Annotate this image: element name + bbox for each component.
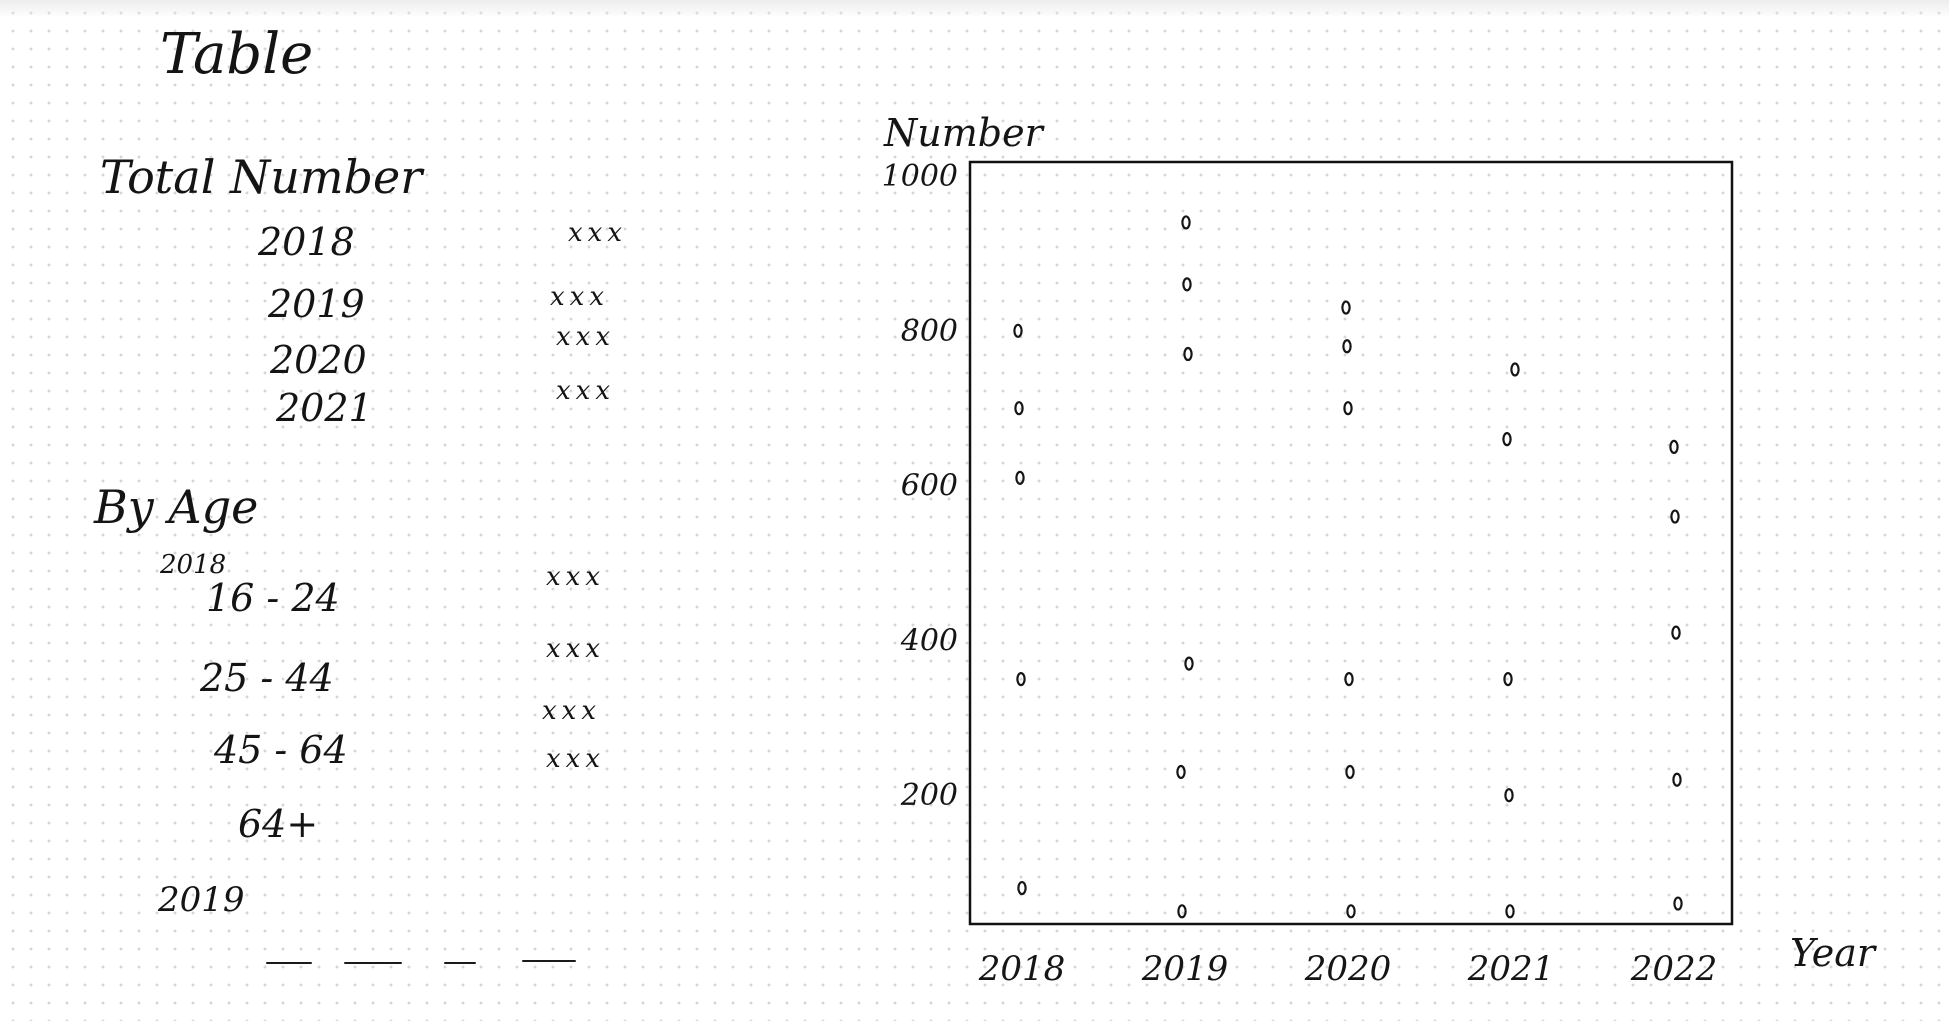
- age-row-label: 45 - 64: [214, 728, 348, 772]
- data-point: [1504, 788, 1514, 803]
- blank-line: [444, 962, 476, 964]
- blank-line: [344, 962, 402, 964]
- total-row-value: xxx: [550, 282, 609, 312]
- blank-line: [522, 960, 576, 962]
- data-point: [1182, 277, 1192, 292]
- total-row-label: 2019: [268, 282, 365, 326]
- total-row-label: 2018: [258, 220, 355, 264]
- data-point: [1505, 904, 1515, 919]
- total-number-heading: Total Number: [100, 150, 423, 204]
- age-row-label: 64+: [238, 802, 319, 846]
- total-row-label: 2021: [276, 386, 373, 430]
- data-point: [1016, 671, 1026, 687]
- y-tick-label: 1000: [882, 159, 958, 194]
- age-row-value: xxx: [546, 744, 605, 774]
- data-point: [1510, 362, 1520, 377]
- data-point: [1015, 470, 1025, 485]
- top-edge-shade: [0, 0, 1949, 18]
- total-row-value: xxx: [556, 376, 615, 406]
- data-point: [1345, 764, 1355, 780]
- next-year-label: 2019: [158, 880, 245, 920]
- y-axis-label: Number: [883, 111, 1046, 155]
- age-row-label: 16 - 24: [206, 576, 340, 620]
- x-tick-label: 2020: [1304, 949, 1392, 989]
- data-point: [1184, 656, 1194, 671]
- blank-line: [266, 962, 312, 964]
- age-row-value: xxx: [546, 634, 605, 664]
- data-point: [1017, 880, 1027, 896]
- data-point: [1503, 671, 1513, 687]
- page-title: Table: [160, 22, 314, 87]
- data-point: [1671, 625, 1681, 640]
- x-axis-label: Year: [1790, 931, 1878, 975]
- x-tick-label: 2019: [1141, 949, 1229, 989]
- data-point: [1669, 439, 1679, 454]
- data-point: [1014, 401, 1024, 416]
- data-point: [1673, 896, 1683, 911]
- data-point: [1672, 772, 1682, 787]
- data-point: [1343, 401, 1353, 416]
- y-tick-label: 600: [901, 469, 958, 504]
- y-tick-label: 200: [900, 778, 958, 813]
- age-row-value: xxx: [542, 696, 601, 726]
- age-row-label: 25 - 44: [200, 656, 334, 700]
- data-point: [1502, 432, 1512, 447]
- data-point: [1341, 300, 1351, 315]
- data-point: [1183, 346, 1193, 362]
- data-point: [1670, 509, 1680, 524]
- y-tick-label: 800: [901, 314, 958, 349]
- total-row-value: xxx: [556, 322, 615, 352]
- plot-frame: [968, 160, 1734, 926]
- data-point: [1344, 671, 1354, 687]
- y-tick-label: 400: [900, 623, 958, 658]
- data-point: [1013, 323, 1023, 338]
- data-point: [1346, 904, 1356, 919]
- x-tick-label: 2021: [1467, 949, 1555, 989]
- total-row-value: xxx: [568, 218, 627, 248]
- by-age-year-note: 2018: [160, 550, 227, 580]
- data-point: [1177, 904, 1187, 919]
- data-point: [1176, 764, 1186, 780]
- data-point: [1342, 339, 1352, 354]
- by-age-heading: By Age: [94, 480, 259, 534]
- data-point: [1181, 215, 1191, 230]
- x-tick-label: 2018: [978, 949, 1066, 989]
- total-row-label: 2020: [270, 338, 367, 382]
- x-tick-label: 2022: [1630, 949, 1718, 989]
- age-row-value: xxx: [546, 562, 605, 592]
